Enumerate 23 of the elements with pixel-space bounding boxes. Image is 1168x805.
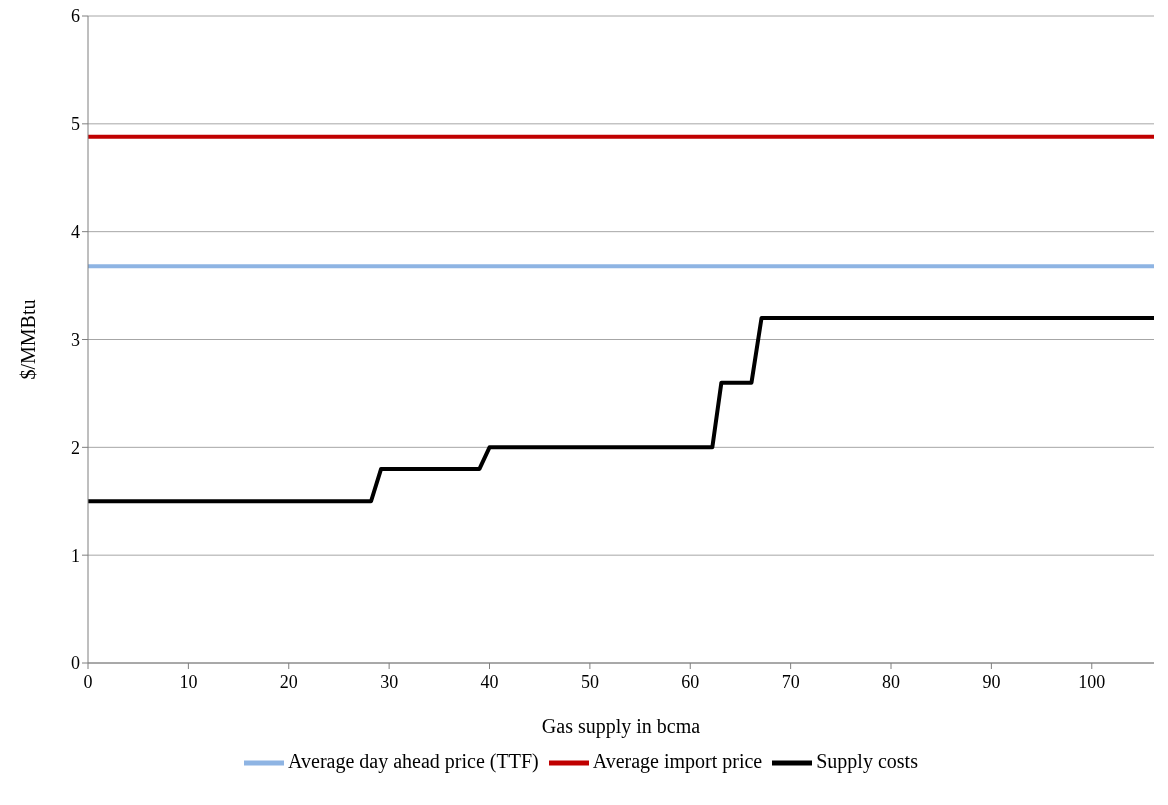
legend-label: Supply costs	[816, 749, 918, 772]
x-tick-label: 50	[580, 671, 599, 692]
y-tick-label: 3	[71, 329, 80, 350]
y-tick-label: 6	[71, 6, 80, 27]
x-tick-label: 90	[982, 671, 1001, 692]
x-tick-label: 80	[882, 671, 901, 692]
x-tick-label: 40	[480, 671, 499, 692]
y-tick-label: 2	[71, 437, 80, 458]
x-tick-label: 20	[279, 671, 298, 692]
x-axis-title: Gas supply in bcma	[541, 715, 701, 738]
y-tick-label: 4	[71, 222, 80, 243]
x-tick-label: 100	[1078, 671, 1106, 692]
y-tick-label: 0	[71, 653, 80, 674]
y-tick-label: 1	[71, 545, 80, 566]
x-tick-label: 10	[179, 671, 198, 692]
x-tick-label: 30	[380, 671, 399, 692]
y-axis-title: $/MMBtu	[17, 299, 40, 380]
y-tick-label: 5	[71, 114, 80, 135]
legend-label: Average import price	[592, 749, 763, 772]
x-tick-label: 70	[781, 671, 800, 692]
legend-label: Average day ahead price (TTF)	[288, 749, 539, 772]
x-tick-label: 60	[681, 671, 700, 692]
line-series	[88, 315, 1154, 504]
